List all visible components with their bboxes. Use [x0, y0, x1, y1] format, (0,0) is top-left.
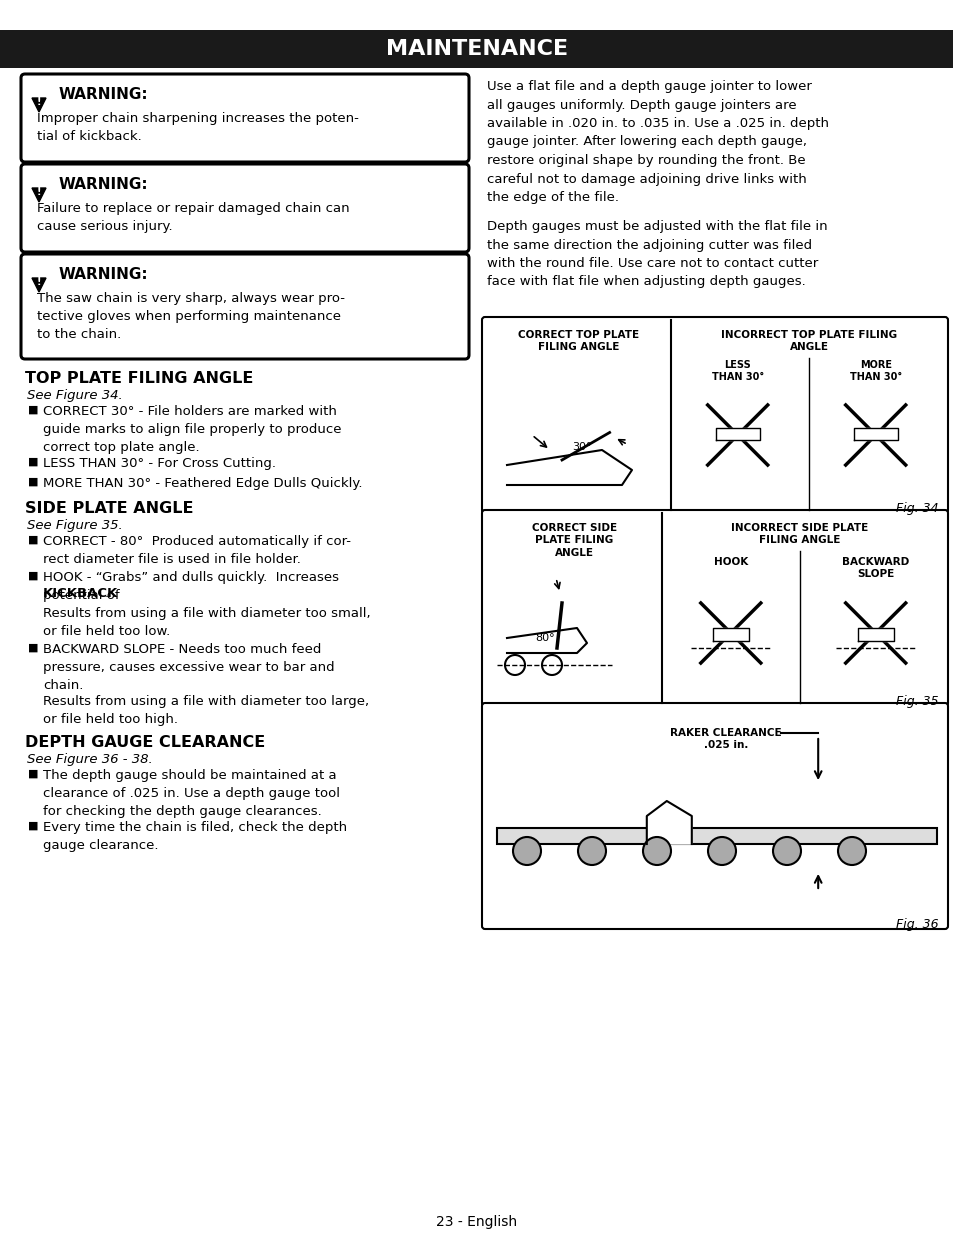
- FancyBboxPatch shape: [21, 74, 469, 162]
- Circle shape: [772, 837, 801, 864]
- Bar: [497, 827, 936, 844]
- Text: TOP PLATE FILING ANGLE: TOP PLATE FILING ANGLE: [25, 370, 253, 387]
- Text: !: !: [37, 277, 41, 287]
- Polygon shape: [506, 450, 631, 485]
- Text: See Figure 36 - 38.: See Figure 36 - 38.: [27, 753, 152, 766]
- Text: WARNING:: WARNING:: [59, 177, 149, 191]
- Circle shape: [707, 837, 735, 864]
- Text: Improper chain sharpening increases the poten-
tial of kickback.: Improper chain sharpening increases the …: [37, 112, 358, 143]
- Text: DEPTH GAUGE CLEARANCE: DEPTH GAUGE CLEARANCE: [25, 735, 265, 750]
- Text: WARNING:: WARNING:: [59, 267, 149, 282]
- Text: RAKER CLEARANCE
.025 in.: RAKER CLEARANCE .025 in.: [670, 727, 781, 751]
- Polygon shape: [506, 629, 586, 653]
- Circle shape: [541, 655, 561, 676]
- Polygon shape: [32, 188, 46, 203]
- Text: ■: ■: [28, 477, 38, 487]
- Text: The depth gauge should be maintained at a
clearance of .025 in. Use a depth gaug: The depth gauge should be maintained at …: [43, 769, 339, 818]
- Circle shape: [513, 837, 540, 864]
- Text: Results from using a file with diameter too small,
or file held too low.: Results from using a file with diameter …: [43, 606, 370, 638]
- Text: ■: ■: [28, 821, 38, 831]
- Polygon shape: [32, 278, 46, 291]
- Text: Fig. 34: Fig. 34: [896, 501, 938, 515]
- Text: HOOK: HOOK: [713, 557, 747, 567]
- Text: INCORRECT TOP PLATE FILING
ANGLE: INCORRECT TOP PLATE FILING ANGLE: [720, 330, 896, 352]
- Text: See Figure 35.: See Figure 35.: [27, 519, 123, 532]
- Text: WARNING:: WARNING:: [59, 86, 149, 103]
- Text: LESS THAN 30° - For Cross Cutting.: LESS THAN 30° - For Cross Cutting.: [43, 457, 275, 471]
- Text: 23 - English: 23 - English: [436, 1215, 517, 1229]
- Polygon shape: [646, 802, 691, 844]
- Text: Failure to replace or repair damaged chain can
cause serious injury.: Failure to replace or repair damaged cha…: [37, 203, 349, 233]
- Text: Fig. 36: Fig. 36: [896, 918, 938, 931]
- Text: ■: ■: [28, 457, 38, 467]
- Text: MORE
THAN 30°: MORE THAN 30°: [849, 359, 901, 383]
- Text: !: !: [37, 98, 41, 107]
- Polygon shape: [712, 629, 748, 641]
- Text: .: .: [105, 587, 109, 600]
- FancyBboxPatch shape: [21, 164, 469, 252]
- Text: The saw chain is very sharp, always wear pro-
tective gloves when performing mai: The saw chain is very sharp, always wear…: [37, 291, 345, 341]
- Circle shape: [642, 837, 670, 864]
- Text: Results from using a file with diameter too large,
or file held too high.: Results from using a file with diameter …: [43, 695, 369, 726]
- Text: MAINTENANCE: MAINTENANCE: [386, 40, 567, 59]
- Text: LESS
THAN 30°: LESS THAN 30°: [711, 359, 763, 383]
- FancyBboxPatch shape: [481, 703, 947, 929]
- Circle shape: [504, 655, 524, 676]
- Text: Fig. 35: Fig. 35: [896, 695, 938, 708]
- Polygon shape: [32, 98, 46, 112]
- Text: Depth gauges must be adjusted with the flat file in
the same direction the adjoi: Depth gauges must be adjusted with the f…: [486, 220, 827, 289]
- Circle shape: [578, 837, 605, 864]
- Text: ■: ■: [28, 571, 38, 580]
- FancyBboxPatch shape: [21, 254, 469, 359]
- Text: Use a flat file and a depth gauge jointer to lower
all gauges uniformly. Depth g: Use a flat file and a depth gauge jointe…: [486, 80, 828, 204]
- Polygon shape: [853, 429, 897, 440]
- Text: CORRECT - 80°  Produced automatically if cor-
rect diameter file is used in file: CORRECT - 80° Produced automatically if …: [43, 535, 351, 566]
- Text: HOOK - “Grabs” and dulls quickly.  Increases
potential of: HOOK - “Grabs” and dulls quickly. Increa…: [43, 571, 338, 601]
- Polygon shape: [857, 629, 893, 641]
- Text: See Figure 34.: See Figure 34.: [27, 389, 123, 403]
- Text: 80°: 80°: [535, 634, 554, 643]
- Text: !: !: [37, 186, 41, 198]
- Text: ■: ■: [28, 405, 38, 415]
- Text: MORE THAN 30° - Feathered Edge Dulls Quickly.: MORE THAN 30° - Feathered Edge Dulls Qui…: [43, 477, 362, 490]
- Text: ■: ■: [28, 643, 38, 653]
- Text: KICKBACK: KICKBACK: [43, 587, 118, 600]
- FancyBboxPatch shape: [481, 317, 947, 513]
- FancyBboxPatch shape: [481, 510, 947, 706]
- Text: 30°: 30°: [572, 442, 591, 452]
- Circle shape: [837, 837, 865, 864]
- Text: BACKWARD SLOPE - Needs too much feed
pressure, causes excessive wear to bar and
: BACKWARD SLOPE - Needs too much feed pre…: [43, 643, 335, 692]
- Text: ■: ■: [28, 769, 38, 779]
- Text: CORRECT TOP PLATE
FILING ANGLE: CORRECT TOP PLATE FILING ANGLE: [517, 330, 639, 352]
- Text: Every time the chain is filed, check the depth
gauge clearance.: Every time the chain is filed, check the…: [43, 821, 347, 852]
- Text: ■: ■: [28, 535, 38, 545]
- Text: INCORRECT SIDE PLATE
FILING ANGLE: INCORRECT SIDE PLATE FILING ANGLE: [730, 522, 867, 546]
- Text: BACKWARD
SLOPE: BACKWARD SLOPE: [841, 557, 908, 579]
- Text: CORRECT 30° - File holders are marked with
guide marks to align file properly to: CORRECT 30° - File holders are marked wi…: [43, 405, 341, 454]
- Text: CORRECT SIDE
PLATE FILING
ANGLE: CORRECT SIDE PLATE FILING ANGLE: [531, 522, 617, 558]
- Bar: [0, 30, 953, 68]
- Text: SIDE PLATE ANGLE: SIDE PLATE ANGLE: [25, 501, 193, 516]
- Polygon shape: [715, 429, 759, 440]
